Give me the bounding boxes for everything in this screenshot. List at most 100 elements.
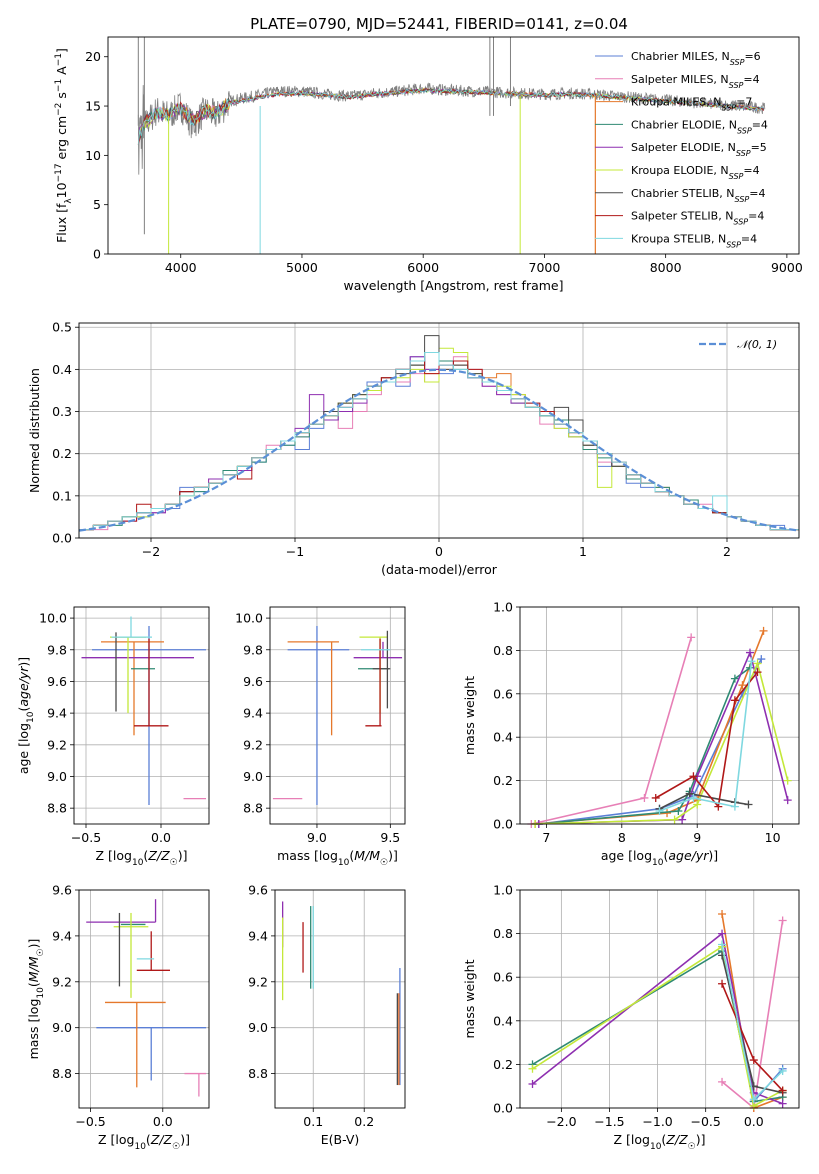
y-tick-label: 9.4 bbox=[248, 928, 268, 943]
plus-marker bbox=[778, 1066, 787, 1075]
y-tick-label: 8.8 bbox=[52, 1066, 72, 1081]
x-tick-label: 0.0 bbox=[744, 1114, 764, 1129]
plus-marker bbox=[730, 802, 739, 811]
error-bar-point bbox=[105, 1001, 166, 1088]
error-bar-point bbox=[372, 630, 391, 709]
axes-frame bbox=[519, 889, 800, 1109]
spectrum-panel: 4000 5000 6000 7000 8000 9000 0 5 10 15 20 waveleng… bbox=[54, 36, 803, 293]
x-tick-label: −2 bbox=[142, 544, 160, 559]
x-tick-label: −0.5 bbox=[75, 1114, 105, 1129]
plus-marker bbox=[749, 1056, 758, 1065]
x-tick-label: −0.5 bbox=[690, 1114, 720, 1129]
y-tick-label: 9.2 bbox=[52, 974, 72, 989]
spectrum-plot-area bbox=[137, 37, 766, 254]
y-tick-label: 9.0 bbox=[52, 1020, 72, 1035]
y-tick-label: 0.2 bbox=[493, 773, 513, 788]
error-bar-point bbox=[101, 641, 164, 736]
mass-vs-Z-panel: −0.5 0.0 8.8 9.0 9.2 9.4 9.6 Z [log10(Z/Z☉)] mas… bbox=[26, 883, 210, 1152]
axes-frame bbox=[78, 889, 210, 1109]
error-bar-point bbox=[96, 1027, 207, 1081]
x-tick-label: 8 bbox=[618, 830, 626, 845]
plus-marker bbox=[718, 909, 727, 918]
plus-marker bbox=[689, 793, 698, 802]
x-axis-label: age [log10(age/yr)] bbox=[601, 848, 718, 868]
x-tick-label: −0.5 bbox=[71, 830, 101, 845]
axes-frame bbox=[274, 889, 406, 1109]
legend-entry: 𝒩(0, 1) bbox=[737, 338, 777, 351]
plus-marker bbox=[670, 815, 679, 824]
plus-marker bbox=[738, 681, 747, 690]
y-tick-label: 9.2 bbox=[248, 974, 268, 989]
plus-marker bbox=[655, 806, 664, 815]
plus-marker bbox=[759, 626, 768, 635]
plus-marker bbox=[685, 789, 694, 798]
mass-weight-line bbox=[659, 792, 749, 810]
plus-marker bbox=[718, 929, 727, 938]
y-tick-label: 10.0 bbox=[235, 611, 263, 626]
plus-marker bbox=[749, 1095, 758, 1104]
y-axis-label: Normed distribution bbox=[27, 368, 42, 493]
x-tick-label: 6000 bbox=[407, 260, 439, 275]
axes-frame bbox=[519, 606, 800, 825]
y-axis-label: age [log10(age/yr)] bbox=[16, 657, 36, 774]
gaussian-curve bbox=[79, 368, 799, 532]
plus-marker bbox=[783, 796, 792, 805]
mass-vs-ebv-panel: 0.1 0.2 8.8 9.0 9.2 9.4 9.6 E(B-V) bbox=[248, 883, 406, 1147]
y-tick-label: 0.6 bbox=[493, 970, 513, 985]
error-bar-point bbox=[287, 641, 339, 736]
y-tick-label: 8.8 bbox=[248, 1066, 268, 1081]
y-tick-label: 9.8 bbox=[243, 642, 263, 657]
age-vs-Z-panel: −0.5 0.0 8.8 9.0 9.2 9.4 9.6 9.8 10.0 Z [log10(Z/… bbox=[16, 606, 210, 868]
y-tick-label: 0.3 bbox=[52, 404, 72, 419]
y-tick-label: 9.2 bbox=[47, 737, 67, 752]
y-tick-label: 9.0 bbox=[47, 769, 67, 784]
legend-entry: Kroupa MILES, NSSP=7 bbox=[631, 96, 752, 113]
axes-frame bbox=[107, 36, 800, 255]
legend-entry: Kroupa ELODIE, NSSP=4 bbox=[631, 164, 760, 181]
x-tick-label: −1 bbox=[286, 544, 304, 559]
legend-entry: Kroupa STELIB, NSSP=4 bbox=[631, 232, 757, 249]
plus-marker bbox=[689, 772, 698, 781]
legend-entry: Salpeter STELIB, NSSP=4 bbox=[631, 210, 764, 227]
y-tick-label: 0.2 bbox=[493, 1057, 513, 1072]
y-tick-label: 0.0 bbox=[52, 531, 72, 546]
mass-weight-line bbox=[531, 637, 692, 825]
y-tick-label: 0.8 bbox=[493, 643, 513, 658]
plus-marker bbox=[674, 806, 683, 815]
error-bar-point bbox=[287, 626, 350, 805]
plus-marker bbox=[730, 696, 739, 705]
y-tick-label: 9.6 bbox=[47, 674, 67, 689]
x-tick-label: 5000 bbox=[286, 260, 318, 275]
y-tick-label: 0.4 bbox=[493, 730, 513, 745]
age-vs-mass-panel: 9.0 9.5 8.8 9.0 9.2 9.4 9.6 9.8 10.0 mass [log10(… bbox=[235, 606, 406, 868]
error-bar-point bbox=[111, 616, 152, 638]
y-tick-label: 5 bbox=[93, 197, 101, 212]
legend-entry: Salpeter MILES, NSSP=4 bbox=[631, 73, 760, 90]
mass-weight-line bbox=[721, 983, 784, 1092]
legend-entry: Chabrier ELODIE, NSSP=4 bbox=[631, 118, 768, 135]
y-tick-label: 0 bbox=[93, 247, 101, 262]
error-bar-point bbox=[134, 638, 169, 727]
x-tick-label: −1.5 bbox=[594, 1114, 624, 1129]
x-axis-label: mass [log10(M/M☉)] bbox=[277, 848, 398, 868]
x-tick-label: 4000 bbox=[165, 260, 197, 275]
plus-marker bbox=[640, 793, 649, 802]
y-tick-label: 9.8 bbox=[47, 642, 67, 657]
x-tick-label: 0.2 bbox=[354, 1114, 374, 1129]
x-tick-label: 8000 bbox=[650, 260, 682, 275]
x-axis-label: (data-model)/error bbox=[381, 562, 498, 577]
plus-marker bbox=[730, 674, 739, 683]
mw-vs-age-panel: 7 8 9 10 0.0 0.2 0.4 0.6 0.8 1.0 age [log10(age/yr… bbox=[462, 600, 800, 868]
x-tick-label: −2.0 bbox=[546, 1114, 576, 1129]
x-tick-label: 0.1 bbox=[303, 1114, 323, 1129]
y-tick-label: 0.2 bbox=[52, 446, 72, 461]
x-axis-label: Z [log10(Z/Z☉)] bbox=[96, 848, 188, 868]
y-tick-label: 9.6 bbox=[52, 883, 72, 898]
y-tick-label: 8.8 bbox=[47, 801, 67, 816]
y-tick-label: 1.0 bbox=[493, 883, 513, 898]
plus-marker bbox=[693, 800, 702, 809]
plus-marker bbox=[663, 809, 672, 818]
y-axis-label: mass weight bbox=[462, 676, 477, 755]
error-bar-point bbox=[86, 899, 157, 923]
plus-marker bbox=[778, 916, 787, 925]
